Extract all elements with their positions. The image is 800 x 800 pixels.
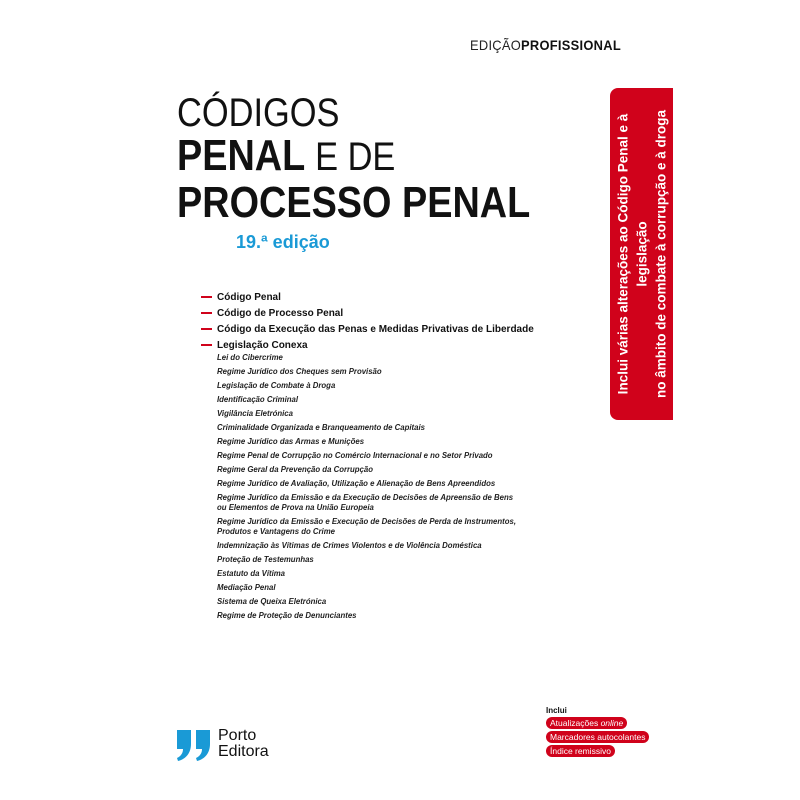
sub-list-item: Criminalidade Organizada e Branqueamento… bbox=[217, 423, 425, 432]
sub-list-item: Regime Geral da Prevenção da Corrupção bbox=[217, 465, 373, 474]
title-penal: PENAL bbox=[177, 131, 305, 180]
sub-list-item: Regime Jurídico de Avaliação, Utilização… bbox=[217, 479, 496, 488]
pill-text: Atualizações bbox=[550, 718, 599, 728]
includes-item: Atualizações online bbox=[546, 717, 628, 729]
dash-icon bbox=[201, 328, 212, 331]
includes-item: Índice remissivo bbox=[546, 745, 615, 757]
dash-icon bbox=[201, 344, 212, 347]
banner-line-1: Inclui várias alterações ao Código Penal… bbox=[615, 113, 649, 395]
sub-list-item: Regime Jurídico da Emissão e da Execução… bbox=[217, 493, 514, 512]
related-legislation-list: Lei do Cibercrime Regime Jurídico dos Che… bbox=[217, 353, 517, 625]
includes-label: Inclui bbox=[546, 706, 567, 715]
title-line-2: PENAL E DE bbox=[177, 134, 395, 178]
sub-list-item: Regime Jurídico da Emissão e Execução de… bbox=[217, 517, 516, 536]
sub-list-item: Legislação de Combate à Droga bbox=[217, 381, 336, 390]
main-contents-list: Código Penal Código de Processo Penal Có… bbox=[201, 291, 534, 355]
dash-icon bbox=[201, 312, 212, 315]
title-line-3: PROCESSO PENAL bbox=[177, 178, 531, 227]
item-label: Legislação Conexa bbox=[217, 340, 308, 351]
quote-marks-icon bbox=[177, 730, 213, 767]
sub-list-item: Proteção de Testemunhas bbox=[217, 555, 314, 564]
sub-list-item: Lei do Cibercrime bbox=[217, 353, 283, 362]
sub-list-item: Mediação Penal bbox=[217, 583, 276, 592]
title-e-de: E DE bbox=[315, 135, 396, 179]
item-label: Código Penal bbox=[217, 292, 281, 303]
edition-light: EDIÇÃO bbox=[470, 37, 522, 53]
item-label: Código de Processo Penal bbox=[217, 308, 344, 319]
edition-label: EDIÇÃOPROFISSIONAL bbox=[470, 37, 621, 53]
list-item: Código da Execução das Penas e Medidas P… bbox=[201, 323, 534, 339]
includes-box: Inclui Atualizações online Marcadores au… bbox=[546, 706, 650, 759]
banner-text: Inclui várias alterações ao Código Penal… bbox=[613, 89, 670, 419]
banner-line-2: no âmbito de combate à corrupção e à dro… bbox=[653, 109, 668, 399]
sub-list-item: Indemnização às Vítimas de Crimes Violen… bbox=[217, 541, 482, 550]
publisher-line-1: Porto bbox=[218, 727, 257, 744]
sub-list-item: Vigilância Eletrónica bbox=[217, 409, 293, 418]
dash-icon bbox=[201, 296, 212, 299]
title-line-1: CÓDIGOS bbox=[177, 91, 340, 135]
item-label: Código da Execução das Penas e Medidas P… bbox=[217, 324, 534, 335]
list-item: Código Penal bbox=[201, 291, 534, 307]
list-item: Código de Processo Penal bbox=[201, 307, 534, 323]
publisher-line-2: Editora bbox=[218, 743, 269, 760]
sub-list-item: Regime Jurídico dos Cheques sem Provisão bbox=[217, 367, 382, 376]
sub-list-item: Identificação Criminal bbox=[217, 395, 299, 404]
pill-online: online bbox=[600, 718, 624, 728]
sub-list-item: Regime de Proteção de Denunciantes bbox=[217, 611, 357, 620]
sub-list-item: Regime Penal de Corrupção no Comércio In… bbox=[217, 451, 493, 460]
publisher-name: Porto Editora bbox=[218, 728, 269, 760]
edition-number: 19.ª edição bbox=[236, 232, 330, 252]
sub-list-item: Regime Jurídico das Armas e Munições bbox=[217, 437, 365, 446]
edition-bold: PROFISSIONAL bbox=[521, 37, 621, 53]
list-item: Legislação Conexa bbox=[201, 339, 534, 355]
sub-list-item: Sistema de Queixa Eletrónica bbox=[217, 597, 327, 606]
promo-banner: Inclui várias alterações ao Código Penal… bbox=[610, 88, 673, 420]
includes-item: Marcadores autocolantes bbox=[546, 731, 650, 743]
sub-list-item: Estatuto da Vítima bbox=[217, 569, 286, 578]
